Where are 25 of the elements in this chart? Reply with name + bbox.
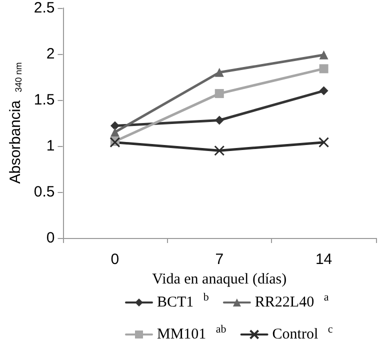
y-tick-label: 2.5 [34,0,55,16]
y-tick-label: 0.5 [34,184,55,200]
point [319,64,328,74]
point [110,128,120,137]
point [319,86,328,96]
y-axis-title: Absorbancia 340 nm [7,62,24,184]
legend-label: MM101 ab [157,324,227,342]
point [214,68,224,77]
x-tick-label: 14 [315,251,332,268]
y-tick-label: 0 [46,230,55,246]
x-tick-label: 7 [215,251,224,268]
legend-label: Control c [272,324,333,342]
y-tick-label: 2 [46,46,55,62]
x-axis-title: Vida en anaquel (días) [152,271,287,288]
legend-label: RR22L40 a [254,292,329,310]
point [214,89,224,98]
point [319,50,328,60]
point [214,145,225,156]
y-tick-label: 1 [46,138,55,154]
legend-label: BCT1 b [157,292,210,310]
y-tick-label: 1.5 [34,92,55,108]
point [214,116,224,125]
point [318,137,330,148]
x-tick-label: 0 [110,251,120,268]
point [110,121,120,130]
